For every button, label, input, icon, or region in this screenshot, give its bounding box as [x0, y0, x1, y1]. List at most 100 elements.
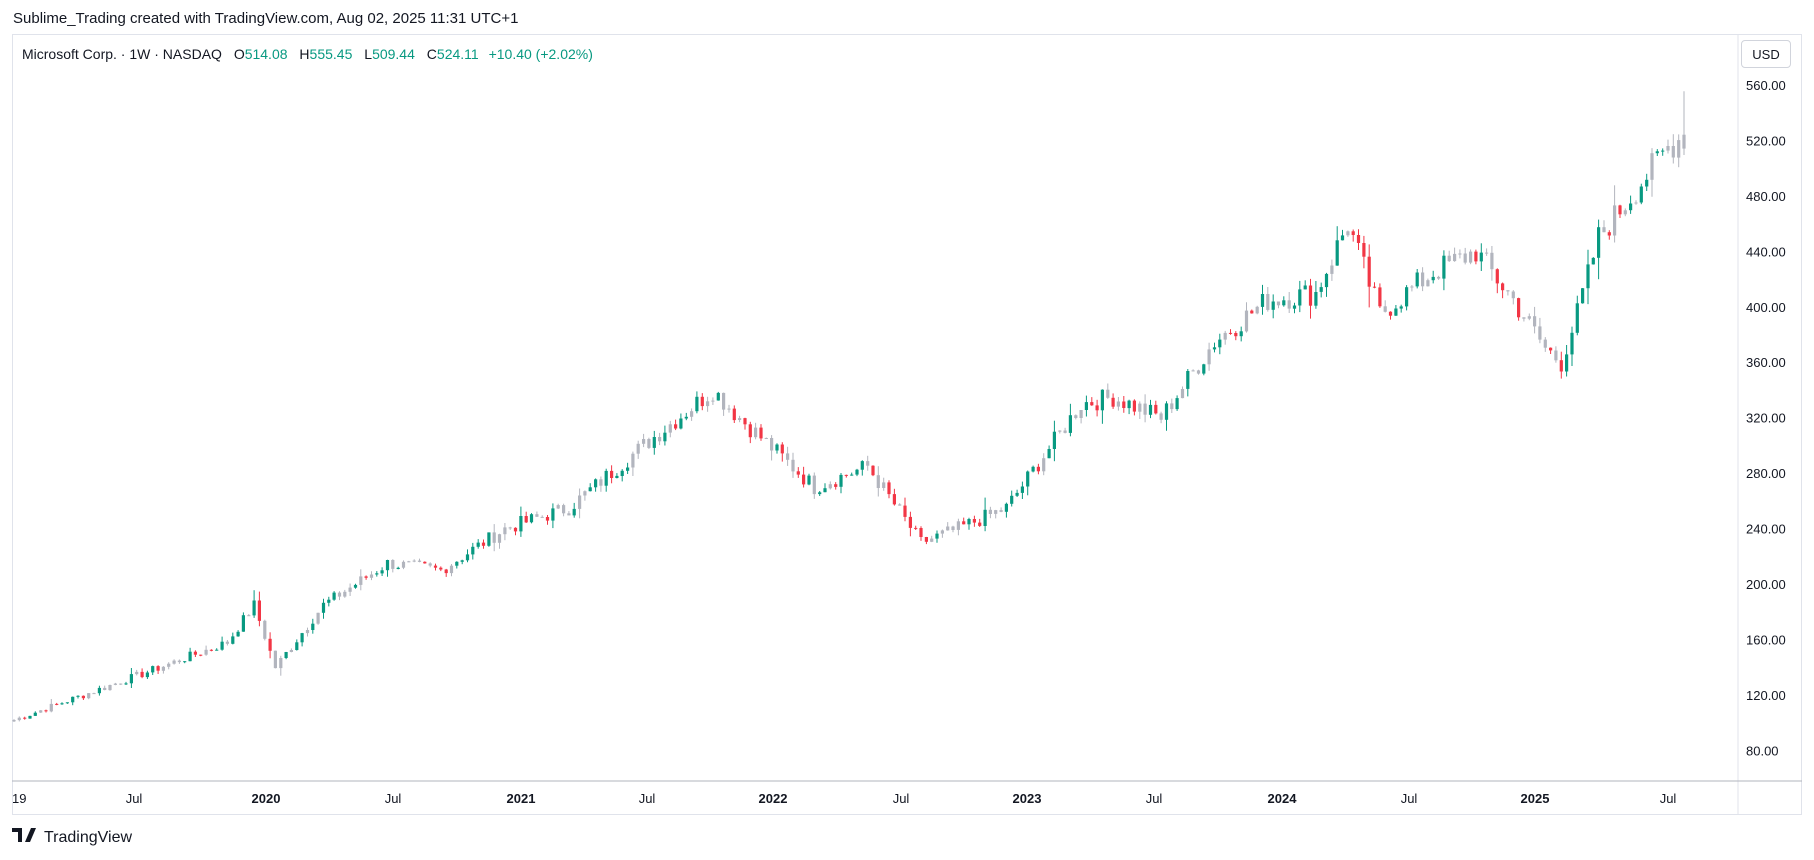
candle-body[interactable]: [1239, 331, 1243, 337]
candle-body[interactable]: [1677, 140, 1681, 158]
candle-body[interactable]: [1340, 235, 1345, 241]
candle-body[interactable]: [1378, 287, 1382, 307]
candle-body[interactable]: [1122, 401, 1126, 409]
candle-body[interactable]: [1597, 227, 1601, 258]
candle-body[interactable]: [1036, 466, 1040, 472]
chart-frame[interactable]: [12, 34, 1802, 815]
candle-body[interactable]: [1623, 210, 1627, 215]
candle-body[interactable]: [332, 592, 336, 600]
candle-body[interactable]: [444, 569, 448, 574]
candle-body[interactable]: [247, 615, 251, 617]
candle-body[interactable]: [1202, 364, 1206, 374]
candle-body[interactable]: [119, 683, 123, 685]
candle-body[interactable]: [380, 570, 384, 574]
candle-body[interactable]: [279, 658, 283, 669]
candle-body[interactable]: [791, 459, 795, 472]
candle-body[interactable]: [1079, 410, 1083, 418]
candle-body[interactable]: [626, 467, 630, 471]
candle-body[interactable]: [679, 418, 683, 429]
candle-body[interactable]: [759, 427, 763, 439]
candle-body[interactable]: [87, 693, 91, 699]
candle-body[interactable]: [1533, 316, 1537, 327]
candle-body[interactable]: [1026, 471, 1030, 487]
candle-body[interactable]: [1618, 205, 1622, 215]
candle-body[interactable]: [156, 666, 160, 671]
candle-body[interactable]: [887, 482, 891, 495]
candle-body[interactable]: [1501, 283, 1505, 291]
candle-body[interactable]: [748, 424, 752, 438]
candle-body[interactable]: [193, 651, 197, 655]
candle-body[interactable]: [1495, 269, 1499, 284]
candle-body[interactable]: [562, 505, 566, 514]
candle-body[interactable]: [994, 510, 998, 514]
candle-body[interactable]: [882, 482, 886, 488]
candle-body[interactable]: [1282, 300, 1286, 306]
candle-body[interactable]: [807, 475, 811, 485]
candle-body[interactable]: [1010, 495, 1014, 504]
candle-body[interactable]: [1415, 272, 1419, 287]
candle-body[interactable]: [1346, 231, 1350, 236]
candle-body[interactable]: [828, 484, 832, 489]
candle-body[interactable]: [1276, 301, 1281, 306]
candle-body[interactable]: [988, 509, 992, 514]
candle-body[interactable]: [834, 484, 838, 487]
candle-body[interactable]: [289, 650, 293, 652]
candle-body[interactable]: [1394, 308, 1398, 316]
candle-body[interactable]: [1303, 285, 1307, 290]
candle-body[interactable]: [188, 651, 192, 662]
candle-body[interactable]: [1260, 294, 1265, 307]
candle-body[interactable]: [999, 510, 1003, 512]
candle-body[interactable]: [369, 574, 374, 578]
candle-body[interactable]: [55, 703, 59, 705]
candle-body[interactable]: [209, 649, 213, 651]
candle-body[interactable]: [1047, 449, 1051, 459]
candle-body[interactable]: [529, 514, 534, 523]
footer-brand[interactable]: TradingView: [44, 828, 133, 846]
candle-body[interactable]: [108, 685, 112, 691]
candle-body[interactable]: [1106, 389, 1110, 398]
candle-body[interactable]: [1148, 404, 1153, 415]
candle-body[interactable]: [636, 443, 640, 454]
candle-body[interactable]: [519, 516, 523, 532]
candle-body[interactable]: [1645, 179, 1649, 187]
candle-body[interactable]: [1388, 311, 1393, 316]
candle-body[interactable]: [1661, 150, 1665, 152]
candle-body[interactable]: [727, 408, 731, 410]
candle-body[interactable]: [1266, 294, 1270, 310]
candle-body[interactable]: [140, 671, 144, 678]
candle-body[interactable]: [39, 710, 43, 713]
candle-body[interactable]: [866, 461, 870, 466]
candle-body[interactable]: [1655, 151, 1659, 154]
candle-body[interactable]: [1132, 400, 1136, 412]
candle-body[interactable]: [1527, 316, 1531, 319]
candle-body[interactable]: [1084, 402, 1088, 410]
candle-body[interactable]: [1031, 466, 1035, 472]
currency-button[interactable]: USD: [1741, 40, 1791, 68]
candle-body[interactable]: [327, 599, 331, 603]
candle-body[interactable]: [588, 487, 592, 492]
candle-body[interactable]: [610, 470, 614, 478]
candle-body[interactable]: [263, 620, 267, 639]
candle-body[interactable]: [839, 474, 843, 487]
candle-body[interactable]: [1511, 291, 1515, 299]
candle-body[interactable]: [668, 424, 672, 433]
candle-body[interactable]: [1255, 306, 1259, 314]
candle-body[interactable]: [268, 638, 272, 651]
candle-body[interactable]: [241, 615, 245, 632]
candle-body[interactable]: [412, 560, 416, 562]
candle-body[interactable]: [556, 505, 560, 509]
candle-body[interactable]: [1581, 288, 1585, 304]
candle-body[interactable]: [983, 509, 987, 526]
candle-body[interactable]: [732, 408, 736, 421]
candle-body[interactable]: [674, 424, 678, 429]
candle-body[interactable]: [615, 475, 619, 478]
candle-body[interactable]: [663, 432, 667, 442]
candle-body[interactable]: [1234, 333, 1238, 337]
candle-body[interactable]: [967, 519, 971, 525]
candle-body[interactable]: [1538, 326, 1542, 340]
candle-body[interactable]: [1138, 403, 1142, 412]
candle-body[interactable]: [535, 514, 539, 517]
candle-body[interactable]: [1682, 134, 1686, 149]
candle-body[interactable]: [1351, 231, 1355, 235]
